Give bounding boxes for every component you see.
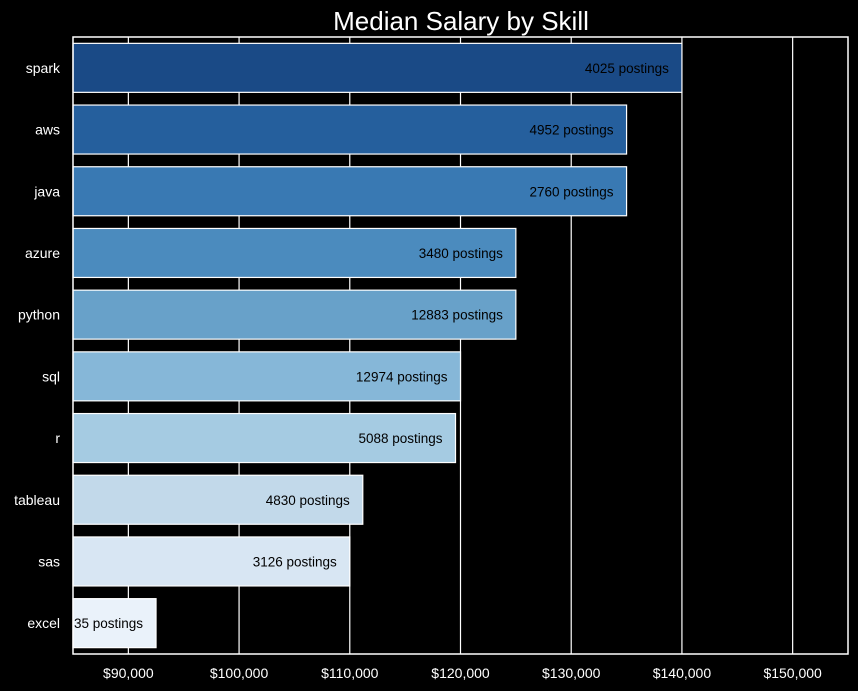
y-tick-label-java: java [33,183,60,199]
bar-java [72,166,628,217]
bar-label-r: 5088 postings [358,431,442,446]
y-tick-label-python: python [18,307,60,323]
bar-label-excel: 35 postings [74,616,143,631]
bar-label-tableau: 4830 postings [266,493,350,508]
bar-label-azure: 3480 postings [419,246,503,261]
x-tick-label: $100,000 [210,665,269,681]
x-tick-label: $120,000 [431,665,490,681]
bar-labels-layer: 4025 postings 4952 postings 2760 postings 3… [74,61,669,631]
x-tick-labels: $90,000 $100,000 $110,000 $120,000 $130,000 $… [103,665,822,681]
bar-label-python: 12883 postings [411,308,503,323]
plot-frame [72,36,849,655]
x-tick-label: $90,000 [103,665,154,681]
y-tick-label-azure: azure [25,245,60,261]
bar-r [72,412,457,464]
chart-title: Median Salary by Skill [333,6,589,36]
bar-sql [72,351,462,402]
bars-layer [72,42,683,649]
y-tick-label-sas: sas [38,553,60,569]
y-tick-labels: spark aws java azure python sql r tableau sas exc… [14,60,61,631]
x-tick-label: $130,000 [542,665,601,681]
y-tick-label-tableau: tableau [14,492,60,508]
bar-aws [72,104,628,155]
y-tick-label-aws: aws [35,122,60,138]
x-tick-label: $140,000 [653,665,712,681]
bar-label-aws: 4952 postings [529,123,613,138]
y-tick-label-r: r [55,430,60,446]
bar-label-spark: 4025 postings [585,61,669,76]
bar-python [72,289,517,340]
bar-label-sas: 3126 postings [253,554,337,569]
bar-label-sql: 12974 postings [356,369,448,384]
bar-excel [72,598,157,649]
bar-label-java: 2760 postings [529,184,613,199]
y-tick-label-sql: sql [42,368,60,384]
x-tick-label: $150,000 [763,665,822,681]
y-tick-label-spark: spark [26,60,61,76]
y-tick-label-excel: excel [27,615,60,631]
x-tick-label: $110,000 [321,665,379,681]
bar-tableau [72,474,364,525]
